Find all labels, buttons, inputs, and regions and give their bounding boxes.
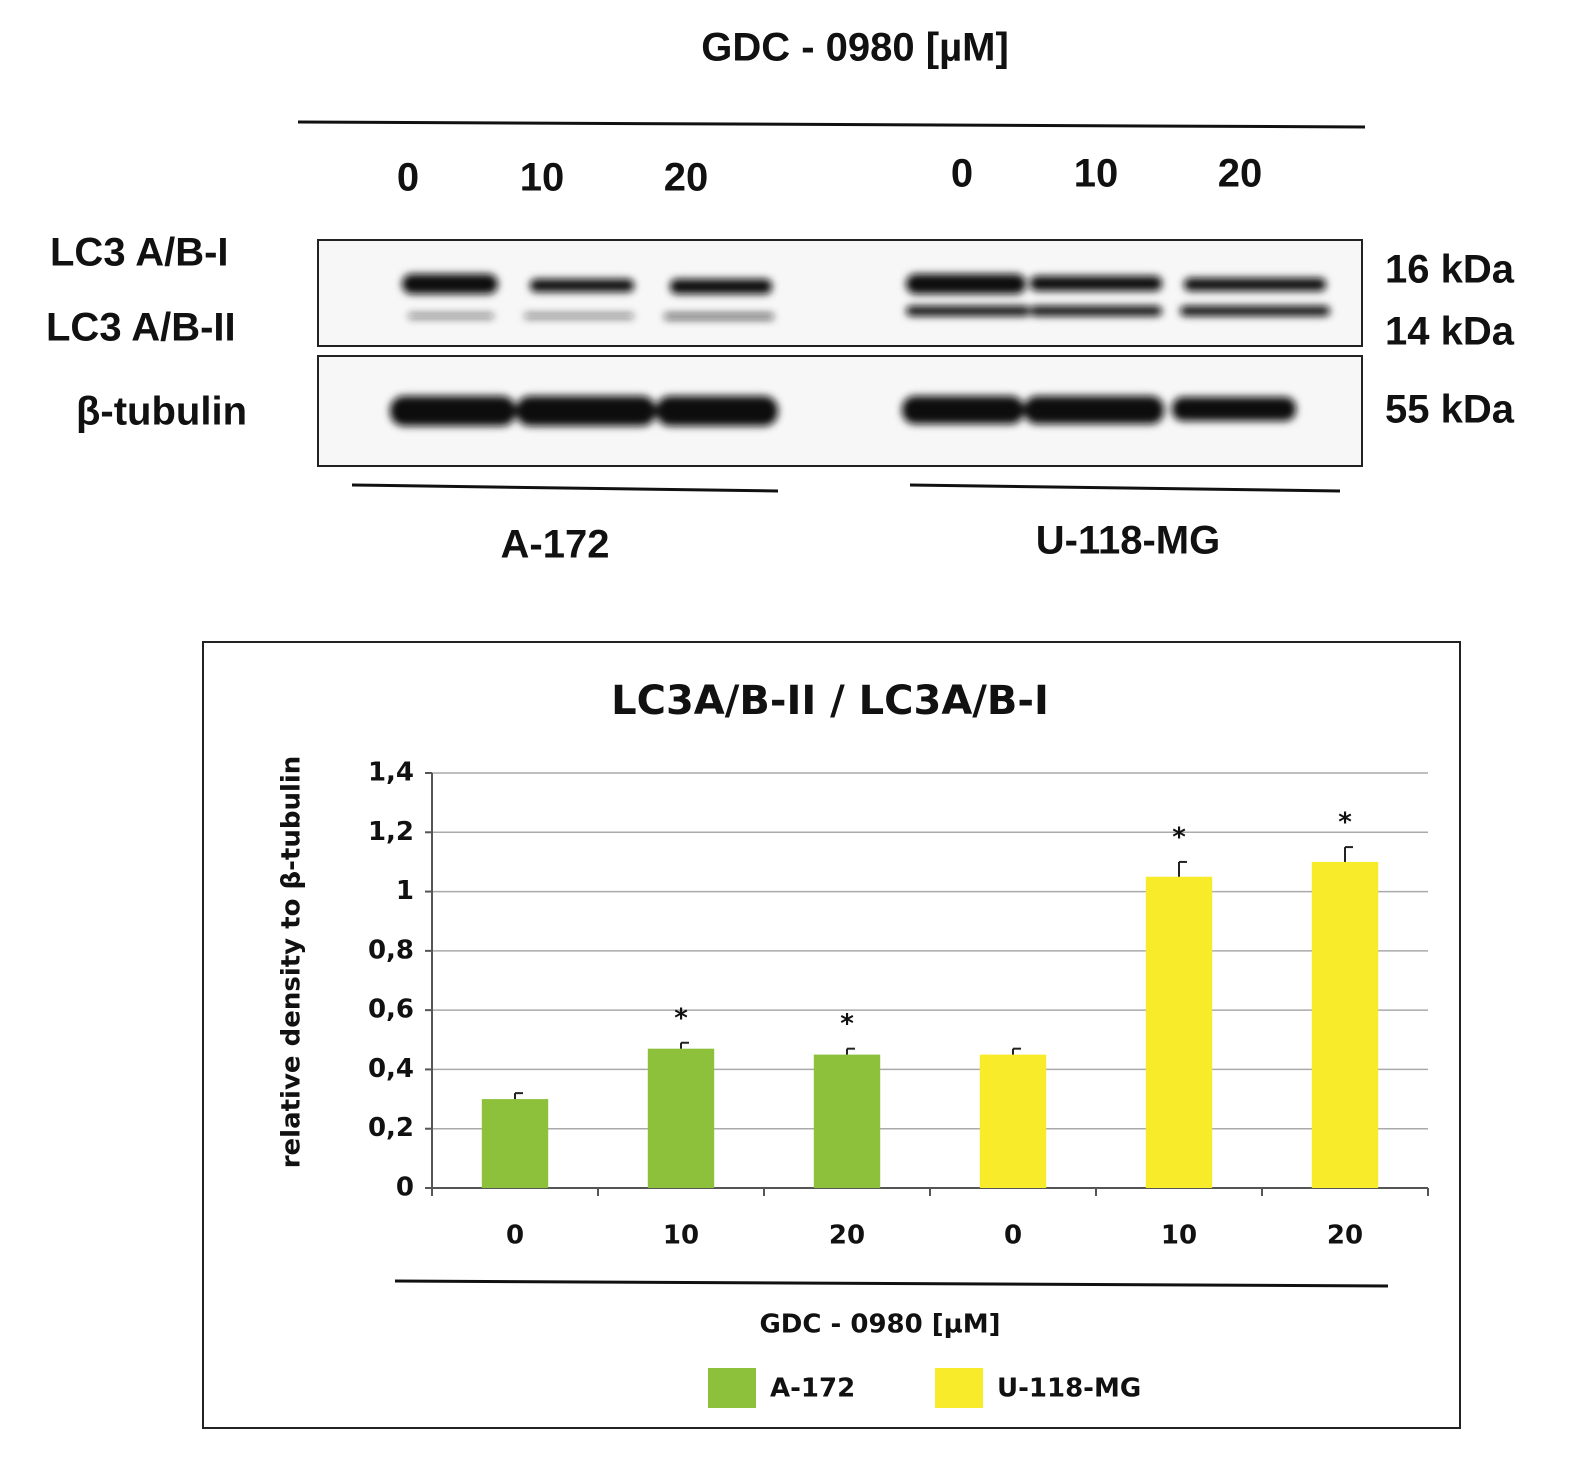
row-label: β-tubulin [76, 390, 247, 434]
chart-title: LC3A/B-II / LC3A/B-I [611, 678, 1049, 724]
bar [979, 1054, 1047, 1188]
bracket-line [351, 483, 779, 493]
cell-line-label: A-172 [501, 523, 610, 567]
western-blot: GDC - 0980 [µM] 0 10 20 0 10 20 LC3 A/B-… [46, 26, 1515, 567]
x-tick-label: 0 [1004, 1221, 1022, 1251]
lane-label: 20 [1218, 152, 1263, 196]
weight-label: 14 kDa [1385, 310, 1515, 354]
bracket-line [394, 1279, 1389, 1288]
lane-label: 0 [397, 156, 419, 200]
cell-line-label: U-118-MG [1036, 519, 1221, 563]
significance-mark: * [840, 1009, 854, 1039]
bands [390, 274, 1330, 426]
legend-swatch [708, 1368, 756, 1408]
x-axis-label: GDC - 0980 [µM] [759, 1310, 1000, 1340]
legend-swatch [935, 1368, 983, 1408]
y-tick-label: 1,2 [368, 817, 414, 847]
weight-label: 55 kDa [1385, 388, 1515, 432]
y-tick-label: 1 [396, 876, 414, 906]
y-tick-label: 0,4 [368, 1054, 414, 1084]
x-tick-label: 10 [1161, 1221, 1197, 1251]
x-tick-label: 10 [663, 1221, 699, 1251]
weight-label: 16 kDa [1385, 248, 1515, 292]
lane-label: 10 [520, 156, 565, 200]
y-tick-label: 1,4 [368, 758, 414, 788]
y-tick-label: 0,8 [368, 935, 414, 965]
bar [1145, 876, 1213, 1188]
y-tick-label: 0,6 [368, 995, 414, 1025]
x-tick-label: 20 [829, 1221, 865, 1251]
significance-mark: * [674, 1003, 688, 1033]
bar [647, 1048, 715, 1188]
bracket-line [909, 483, 1341, 493]
x-tick-label: 0 [506, 1221, 524, 1251]
legend-label: A-172 [770, 1374, 855, 1404]
bar [813, 1054, 881, 1188]
legend-label: U-118-MG [997, 1374, 1141, 1404]
lane-label: 0 [951, 152, 973, 196]
lane-label: 20 [664, 156, 709, 200]
y-tick-label: 0 [396, 1173, 414, 1203]
row-label: LC3 A/B-I [50, 231, 229, 275]
lane-label: 10 [1074, 152, 1119, 196]
blot-title: GDC - 0980 [µM] [701, 26, 1009, 70]
x-tick-label: 20 [1327, 1221, 1363, 1251]
bar [1311, 861, 1379, 1188]
bar [481, 1099, 549, 1188]
plot: 0 0,2 0,4 0,6 0,8 1 1,2 1,4 0 10 20 0 10 20 * * * * A-172 U… [368, 758, 1429, 1408]
y-axis-label: relative density to β-tubulin [277, 756, 307, 1169]
row-label: LC3 A/B-II [46, 306, 236, 350]
significance-mark: * [1172, 822, 1186, 852]
y-tick-label: 0,2 [368, 1113, 414, 1143]
bracket-line [297, 120, 1366, 129]
significance-mark: * [1338, 808, 1352, 838]
